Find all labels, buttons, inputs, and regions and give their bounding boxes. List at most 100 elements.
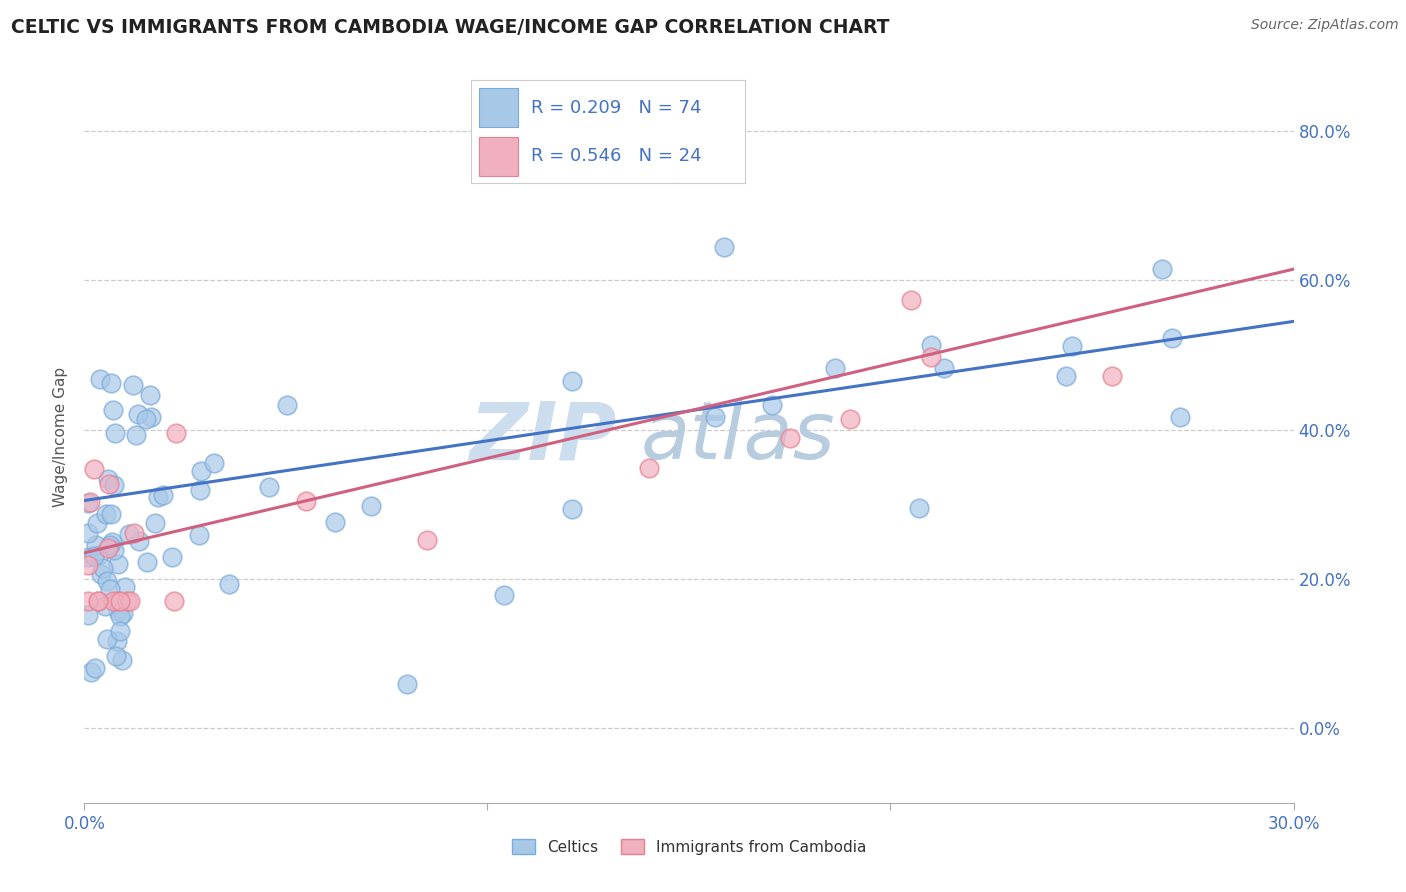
Point <box>900 293 922 308</box>
Point <box>86 516 108 531</box>
Point <box>98 582 121 596</box>
Text: Source: ZipAtlas.com: Source: ZipAtlas.com <box>1251 18 1399 32</box>
Point <box>561 374 583 388</box>
Point <box>187 527 209 541</box>
Point <box>111 653 134 667</box>
Point <box>713 240 735 254</box>
Point <box>107 604 129 618</box>
Text: ZIP: ZIP <box>470 398 616 476</box>
Point <box>323 516 346 530</box>
Point <box>87 594 110 608</box>
Point <box>77 496 100 510</box>
Point <box>162 549 184 564</box>
Point <box>97 541 120 555</box>
Point <box>1062 339 1084 353</box>
Point <box>115 594 138 608</box>
Point <box>114 580 136 594</box>
Point <box>122 378 145 392</box>
Point <box>1054 369 1077 384</box>
Point <box>77 550 100 565</box>
Point <box>125 428 148 442</box>
Point <box>1170 409 1192 424</box>
FancyBboxPatch shape <box>479 88 517 128</box>
Point <box>561 502 583 516</box>
Point <box>103 403 125 417</box>
Point <box>190 483 212 497</box>
Point <box>96 472 118 486</box>
Point <box>761 398 783 412</box>
Point <box>122 525 145 540</box>
Point <box>908 501 931 516</box>
Point <box>135 411 157 425</box>
Point <box>104 426 127 441</box>
Point <box>110 594 132 608</box>
Point <box>295 493 318 508</box>
Point <box>100 376 122 390</box>
Point <box>165 425 187 440</box>
Point <box>920 350 942 364</box>
Y-axis label: Wage/Income Gap: Wage/Income Gap <box>53 367 69 508</box>
Point <box>83 462 105 476</box>
Point <box>704 409 727 424</box>
Legend: Celtics, Immigrants from Cambodia: Celtics, Immigrants from Cambodia <box>506 833 872 861</box>
Point <box>111 606 134 620</box>
Text: R = 0.209   N = 74: R = 0.209 N = 74 <box>531 99 702 117</box>
Point <box>77 525 100 540</box>
Point <box>128 533 150 548</box>
Point <box>77 608 100 623</box>
Point <box>1150 262 1173 277</box>
Point <box>77 594 100 608</box>
Point <box>79 495 101 509</box>
Point <box>94 599 117 613</box>
Point <box>105 594 128 608</box>
Point <box>1101 368 1123 383</box>
Point <box>190 464 212 478</box>
Point <box>118 527 141 541</box>
Point <box>105 634 128 648</box>
Text: R = 0.546   N = 24: R = 0.546 N = 24 <box>531 147 702 165</box>
FancyBboxPatch shape <box>479 136 517 176</box>
Point <box>360 499 382 513</box>
Point <box>202 456 225 470</box>
Point <box>637 461 659 475</box>
Point <box>492 588 515 602</box>
Point <box>90 567 112 582</box>
Point <box>96 507 118 521</box>
Point <box>276 398 298 412</box>
Point <box>257 480 280 494</box>
Point <box>839 412 862 426</box>
Point <box>824 360 846 375</box>
Point <box>118 594 141 608</box>
Point <box>779 432 801 446</box>
Point <box>143 516 166 530</box>
Point <box>96 574 118 588</box>
Point <box>77 558 100 573</box>
Point <box>86 594 108 608</box>
Point <box>84 538 107 552</box>
Point <box>100 507 122 521</box>
Point <box>146 490 169 504</box>
Point <box>1160 330 1182 344</box>
Point <box>101 534 124 549</box>
Point <box>416 533 439 548</box>
Point <box>920 338 942 352</box>
Text: CELTIC VS IMMIGRANTS FROM CAMBODIA WAGE/INCOME GAP CORRELATION CHART: CELTIC VS IMMIGRANTS FROM CAMBODIA WAGE/… <box>11 18 890 37</box>
Point <box>83 549 105 563</box>
Point <box>108 624 131 638</box>
Point <box>127 407 149 421</box>
Point <box>104 648 127 663</box>
Point <box>91 561 114 575</box>
Point <box>89 548 111 562</box>
Point <box>135 555 157 569</box>
Point <box>96 632 118 647</box>
Point <box>103 478 125 492</box>
Point <box>163 594 186 608</box>
Point <box>932 361 955 376</box>
Point <box>108 608 131 623</box>
Point <box>141 410 163 425</box>
Point <box>80 665 103 680</box>
Text: atlas: atlas <box>641 398 835 476</box>
Point <box>97 477 120 491</box>
Point <box>218 577 240 591</box>
Point <box>107 558 129 572</box>
